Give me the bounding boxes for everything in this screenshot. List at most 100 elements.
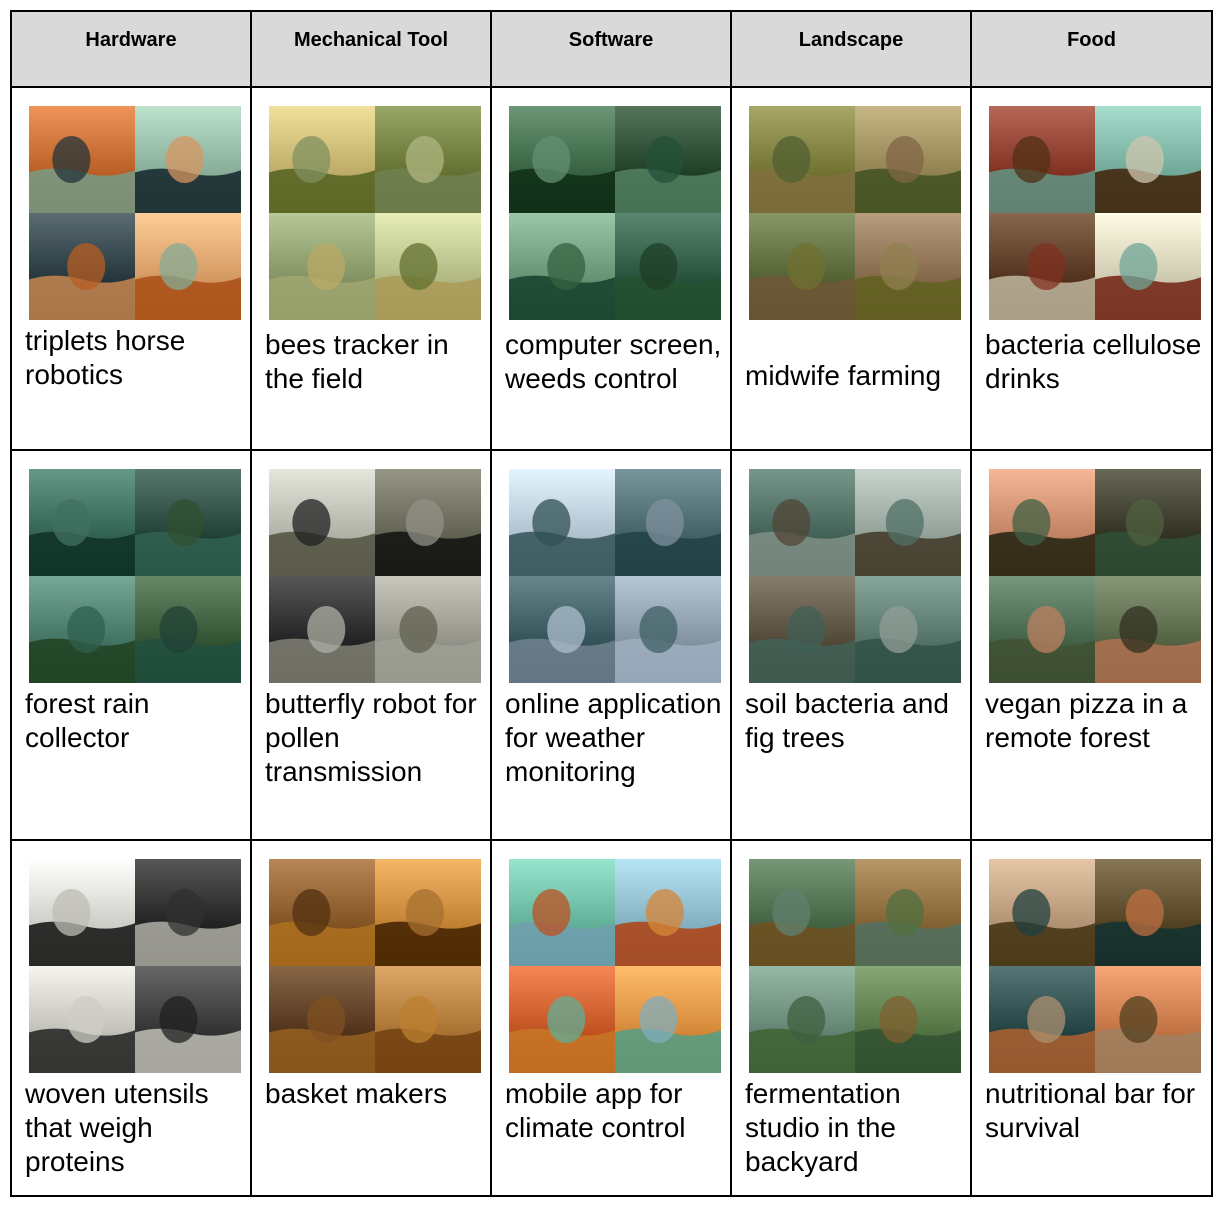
image-grid bbox=[509, 469, 721, 683]
image-tile bbox=[375, 106, 481, 213]
image-tile bbox=[135, 859, 241, 966]
image-tile bbox=[29, 966, 135, 1073]
image-tile bbox=[509, 576, 615, 683]
image-tile bbox=[855, 859, 961, 966]
cell-landscape: fermentation studio in the backyard bbox=[730, 839, 972, 1197]
caption: fermentation studio in the backyard bbox=[745, 1078, 901, 1177]
image-tile bbox=[135, 469, 241, 576]
image-tile bbox=[269, 106, 375, 213]
image-tile bbox=[749, 213, 855, 320]
image-grid bbox=[269, 106, 481, 320]
caption: bees tracker in the field bbox=[265, 329, 449, 394]
cell-mechanical-tool: basket makers bbox=[250, 839, 492, 1197]
cell-hardware: triplets horse robotics bbox=[10, 86, 252, 451]
image-tile bbox=[269, 576, 375, 683]
image-tile bbox=[375, 576, 481, 683]
image-tile bbox=[269, 859, 375, 966]
image-grid bbox=[29, 859, 241, 1073]
image-tile bbox=[29, 106, 135, 213]
caption: soil bacteria and fig trees bbox=[745, 688, 949, 753]
image-tile bbox=[855, 106, 961, 213]
image-tile bbox=[509, 469, 615, 576]
image-tile bbox=[135, 213, 241, 320]
image-tile bbox=[375, 859, 481, 966]
image-tile bbox=[989, 106, 1095, 213]
image-tile bbox=[855, 469, 961, 576]
image-grid bbox=[509, 106, 721, 320]
table-row: triplets horse robotics bees tracker in … bbox=[10, 86, 1213, 451]
image-tile bbox=[989, 469, 1095, 576]
header-hardware: Hardware bbox=[10, 10, 252, 88]
cell-landscape: soil bacteria and fig trees bbox=[730, 449, 972, 841]
image-tile bbox=[749, 859, 855, 966]
image-tile bbox=[749, 576, 855, 683]
caption: vegan pizza in a remote forest bbox=[985, 688, 1188, 753]
caption: forest rain collector bbox=[25, 688, 150, 753]
image-tile bbox=[989, 213, 1095, 320]
cell-hardware: woven utensils that weigh proteins bbox=[10, 839, 252, 1197]
image-tile bbox=[615, 859, 721, 966]
image-tile bbox=[749, 469, 855, 576]
image-tile bbox=[135, 576, 241, 683]
image-grid bbox=[29, 106, 241, 320]
image-tile bbox=[1095, 106, 1201, 213]
table-row: forest rain collector butterfly robot fo… bbox=[10, 449, 1213, 841]
header-row: Hardware Mechanical Tool Software Landsc… bbox=[10, 10, 1213, 88]
image-grid bbox=[749, 469, 961, 683]
image-grid bbox=[269, 469, 481, 683]
caption: computer screen, weeds control bbox=[505, 329, 722, 394]
image-tile bbox=[615, 576, 721, 683]
caption: triplets horse robotics bbox=[25, 325, 186, 390]
cell-software: online application for weather monitorin… bbox=[490, 449, 732, 841]
image-tile bbox=[989, 576, 1095, 683]
cell-food: bacteria cellulose drinks bbox=[970, 86, 1213, 451]
cell-mechanical-tool: butterfly robot for pollen transmission bbox=[250, 449, 492, 841]
image-tile bbox=[989, 859, 1095, 966]
image-tile bbox=[1095, 859, 1201, 966]
cell-landscape: midwife farming bbox=[730, 86, 972, 451]
image-grid bbox=[29, 469, 241, 683]
image-tile bbox=[749, 106, 855, 213]
image-tile bbox=[855, 966, 961, 1073]
image-grid bbox=[989, 106, 1201, 320]
cell-mechanical-tool: bees tracker in the field bbox=[250, 86, 492, 451]
image-tile bbox=[29, 576, 135, 683]
caption: butterfly robot for pollen transmission bbox=[265, 688, 477, 787]
image-grid bbox=[989, 469, 1201, 683]
image-tile bbox=[615, 213, 721, 320]
cell-hardware: forest rain collector bbox=[10, 449, 252, 841]
image-grid bbox=[749, 859, 961, 1073]
cell-software: mobile app for climate control bbox=[490, 839, 732, 1197]
image-tile bbox=[1095, 966, 1201, 1073]
image-tile bbox=[135, 966, 241, 1073]
caption: midwife farming bbox=[745, 360, 942, 391]
caption: bacteria cellulose drinks bbox=[985, 329, 1202, 394]
image-tile bbox=[1095, 213, 1201, 320]
table-row: woven utensils that weigh proteins baske… bbox=[10, 839, 1213, 1197]
cell-food: nutritional bar for survival bbox=[970, 839, 1213, 1197]
caption: basket makers bbox=[265, 1078, 448, 1109]
header-food: Food bbox=[970, 10, 1213, 88]
image-tile bbox=[375, 966, 481, 1073]
image-tile bbox=[855, 213, 961, 320]
image-tile bbox=[509, 106, 615, 213]
cell-food: vegan pizza in a remote forest bbox=[970, 449, 1213, 841]
image-tile bbox=[615, 106, 721, 213]
image-tile bbox=[1095, 469, 1201, 576]
image-tile bbox=[615, 966, 721, 1073]
header-landscape: Landscape bbox=[730, 10, 972, 88]
caption: mobile app for climate control bbox=[505, 1078, 686, 1143]
image-tile bbox=[509, 859, 615, 966]
cell-software: computer screen, weeds control bbox=[490, 86, 732, 451]
image-tile bbox=[855, 576, 961, 683]
image-grid bbox=[509, 859, 721, 1073]
image-tile bbox=[375, 469, 481, 576]
image-grid bbox=[269, 859, 481, 1073]
image-tile bbox=[29, 859, 135, 966]
image-tile bbox=[375, 213, 481, 320]
image-tile bbox=[269, 469, 375, 576]
caption: woven utensils that weigh proteins bbox=[25, 1078, 209, 1177]
image-tile bbox=[989, 966, 1095, 1073]
ideas-table: Hardware Mechanical Tool Software Landsc… bbox=[10, 10, 1213, 1197]
header-mechanical-tool: Mechanical Tool bbox=[250, 10, 492, 88]
